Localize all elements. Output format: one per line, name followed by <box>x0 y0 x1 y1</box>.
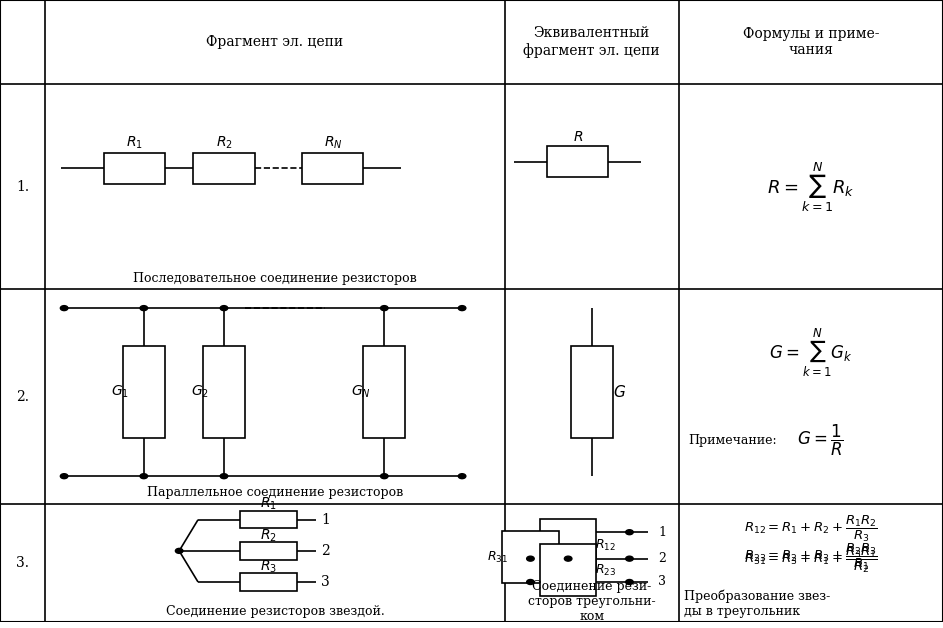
Circle shape <box>140 306 147 311</box>
Text: 3: 3 <box>658 575 667 588</box>
Text: $R_{12} = R_1 + R_2 + \dfrac{R_1 R_2}{R_3}$: $R_{12} = R_1 + R_2 + \dfrac{R_1 R_2}{R_… <box>744 514 878 544</box>
Text: $R_{31} = R_3 + R_1 + \dfrac{R_3 R_1}{R_2}$: $R_{31} = R_3 + R_1 + \dfrac{R_3 R_1}{R_… <box>744 545 878 575</box>
Text: $R_N$: $R_N$ <box>323 135 342 151</box>
Text: Соединение рези-
сторов треугольни-
ком: Соединение рези- сторов треугольни- ком <box>528 580 655 624</box>
Text: $R_{23} = R_2 + R_3 + \dfrac{R_2 R_3}{R_1}$: $R_{23} = R_2 + R_3 + \dfrac{R_2 R_3}{R_… <box>744 542 878 572</box>
Text: $R_3$: $R_3$ <box>260 558 277 575</box>
Text: $G_2$: $G_2$ <box>191 384 209 400</box>
Text: $R_1$: $R_1$ <box>260 496 277 512</box>
Text: 2: 2 <box>658 552 667 565</box>
Circle shape <box>220 474 227 479</box>
FancyBboxPatch shape <box>240 511 297 529</box>
Text: Последовательное соединение резисторов: Последовательное соединение резисторов <box>133 272 417 284</box>
Circle shape <box>140 474 147 479</box>
Circle shape <box>526 580 534 585</box>
Circle shape <box>60 306 68 311</box>
Text: $R = \sum_{k=1}^{N} R_k$: $R = \sum_{k=1}^{N} R_k$ <box>768 160 854 214</box>
Text: Параллельное соединение резисторов: Параллельное соединение резисторов <box>147 487 403 499</box>
Text: $R_{23}$: $R_{23}$ <box>595 563 617 578</box>
Text: Эквивалентный
фрагмент эл. цепи: Эквивалентный фрагмент эл. цепи <box>523 26 660 58</box>
Text: 2: 2 <box>321 544 330 558</box>
Circle shape <box>381 474 389 479</box>
FancyBboxPatch shape <box>547 146 608 177</box>
Circle shape <box>625 580 634 585</box>
FancyBboxPatch shape <box>193 153 255 183</box>
Text: 3: 3 <box>321 575 330 589</box>
Text: $R_1$: $R_1$ <box>126 135 143 151</box>
Circle shape <box>60 474 68 479</box>
Circle shape <box>458 474 466 479</box>
Circle shape <box>625 556 634 561</box>
Text: $R_2$: $R_2$ <box>216 135 233 151</box>
FancyBboxPatch shape <box>302 153 363 183</box>
FancyBboxPatch shape <box>502 531 558 583</box>
Text: 1: 1 <box>321 512 330 527</box>
Text: 1.: 1. <box>16 180 29 193</box>
Circle shape <box>175 548 183 553</box>
Circle shape <box>564 556 571 561</box>
Text: $G_1$: $G_1$ <box>111 384 129 400</box>
Text: $R_{12}$: $R_{12}$ <box>595 538 617 553</box>
Text: Фрагмент эл. цепи: Фрагмент эл. цепи <box>207 35 343 49</box>
FancyBboxPatch shape <box>203 346 245 438</box>
Text: Преобразование звез-
ды в треугольник: Преобразование звез- ды в треугольник <box>684 590 830 618</box>
FancyBboxPatch shape <box>363 346 405 438</box>
FancyBboxPatch shape <box>539 544 596 597</box>
Text: Примечание:: Примечание: <box>688 434 777 447</box>
FancyBboxPatch shape <box>539 519 596 571</box>
Text: $G$: $G$ <box>614 384 626 400</box>
Text: Формулы и приме-
чания: Формулы и приме- чания <box>743 27 879 57</box>
Circle shape <box>220 306 227 311</box>
Text: $G_N$: $G_N$ <box>351 384 371 400</box>
FancyBboxPatch shape <box>104 153 165 183</box>
Text: $G = \sum_{k=1}^{N} G_k$: $G = \sum_{k=1}^{N} G_k$ <box>769 327 852 379</box>
Circle shape <box>526 556 534 561</box>
FancyBboxPatch shape <box>123 346 165 438</box>
Circle shape <box>381 306 389 311</box>
FancyBboxPatch shape <box>240 542 297 560</box>
FancyBboxPatch shape <box>240 573 297 591</box>
Text: 1: 1 <box>658 526 667 539</box>
Text: Соединение резисторов звездой.: Соединение резисторов звездой. <box>166 605 384 618</box>
Circle shape <box>458 306 466 311</box>
Text: $G = \dfrac{1}{R}$: $G = \dfrac{1}{R}$ <box>797 423 844 458</box>
Text: 2.: 2. <box>16 390 29 404</box>
Text: $R$: $R$ <box>573 130 583 144</box>
Text: $R_2$: $R_2$ <box>260 527 277 543</box>
Text: $R_{31}$: $R_{31}$ <box>487 550 508 565</box>
FancyBboxPatch shape <box>571 346 613 438</box>
Circle shape <box>625 529 634 534</box>
Text: 3.: 3. <box>16 556 29 570</box>
